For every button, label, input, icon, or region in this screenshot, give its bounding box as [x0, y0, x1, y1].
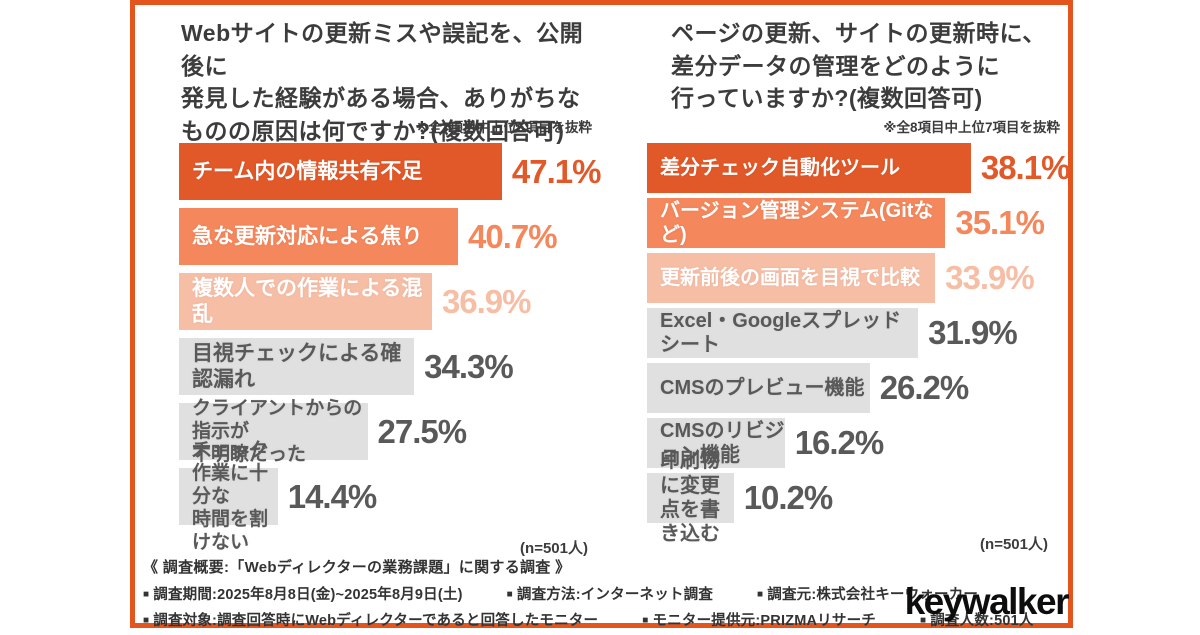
survey-detail-item: ■ 調査元:株式会社キーウォーカー	[757, 583, 978, 604]
chart-right: ページの更新、サイトの更新時に、 差分データの管理をどのように 行っていますか?…	[647, 5, 1072, 623]
survey-detail-text: 調査元:株式会社キーウォーカー	[767, 587, 979, 603]
title-line: 発見した経験がある場合、ありがちな	[181, 85, 581, 111]
bar-value: 26.2%	[879, 369, 970, 406]
bar-label: 急な更新対応による焦り	[192, 224, 423, 248]
title-line: 行っていますか?(複数回答可)	[671, 85, 983, 111]
bar-row: CMSのプレビュー機能 26.2%	[647, 363, 1072, 413]
bar-label: CMSのプレビュー機能	[660, 376, 865, 399]
bar-row: 急な更新対応による焦り 40.7%	[179, 208, 604, 265]
bar-value: 31.9%	[928, 314, 1018, 351]
bar-value: 27.5%	[377, 412, 468, 450]
bar: CMSのプレビュー機能	[647, 363, 870, 413]
bar-label: 印刷物に変更点を書き込む	[660, 450, 720, 546]
survey-summary-footer: 《 調査概要:「Webディレクターの業務課題」に関する調査 》 ■ 調査期間:20…	[143, 556, 1068, 635]
bar: 差分チェック自動化ツール	[647, 143, 971, 193]
survey-detail-text: 調査対象:調査回答時にWebディレクターであると回答したモニター	[153, 613, 599, 629]
chart-left-bars: チーム内の情報共有不足 47.1% 急な更新対応による焦り 40.7% 複数人での作業に…	[179, 143, 604, 553]
chart-left-note: ※全7項目中上位6項目を抜粋	[415, 120, 592, 135]
survey-detail-item: ■ モニター提供元:PRIZMAリサーチ	[642, 609, 876, 630]
bar-value: 34.3%	[424, 347, 514, 385]
bar-row: 差分チェック自動化ツール 38.1%	[647, 143, 1072, 193]
survey-summary-title: 《 調査概要:「Webディレクターの業務課題」に関する調査 》	[143, 559, 571, 576]
chart-left-sample-size: (n=501人)	[520, 540, 588, 557]
infographic-frame: Webサイトの更新ミスや誤記を、公開後に 発見した経験がある場合、ありがちな も…	[130, 0, 1073, 629]
bar: 印刷物に変更点を書き込む	[647, 450, 734, 545]
bar-row: クライアントからの指示が 不明瞭だった 27.5%	[179, 398, 604, 465]
bar-value: 35.1%	[955, 204, 1045, 241]
bar-label: CMSのリビジョン機能	[660, 419, 785, 466]
bar-label: 複数人での作業による混乱	[192, 276, 423, 326]
bar-value: 33.9%	[945, 259, 1035, 296]
bar: 更新前後の画面を目視で比較	[647, 253, 936, 303]
survey-details-line-1: ■ 調査期間:2025年8月8日(金)~2025年8月9日(土) ■ 調査方法:インタ…	[143, 583, 1068, 604]
survey-detail-text: 調査人数:501人	[930, 613, 1034, 629]
chart-left: Webサイトの更新ミスや誤記を、公開後に 発見した経験がある場合、ありがちな も…	[179, 5, 604, 623]
bar: クライアントからの指示が 不明瞭だった	[179, 398, 368, 465]
title-line: Webサイトの更新ミスや誤記を、公開後に	[181, 20, 584, 79]
bar: Excel・Googleスプレッドシート	[647, 308, 919, 358]
survey-detail-text: 調査方法:インターネット調査	[516, 587, 714, 603]
title-line: 差分データの管理をどのように	[671, 52, 1000, 79]
bar-label: チェック作業に十分な 時間を割けない	[192, 439, 269, 554]
bar-value: 40.7%	[467, 217, 558, 255]
bar: 複数人での作業による混乱	[179, 273, 432, 330]
chart-right-sample-size: (n=501人)	[980, 536, 1048, 553]
survey-detail-item: ■ 調査対象:調査回答時にWebディレクターであると回答したモニター	[143, 609, 598, 630]
bar-value: 10.2%	[743, 479, 834, 516]
bar-label: 目視チェックによる確認漏れ	[192, 341, 402, 391]
bar: チーム内の情報共有不足	[179, 143, 502, 200]
bar-row: バージョン管理システム(Gitなど) 35.1%	[647, 198, 1072, 248]
bullet-icon: ■	[919, 614, 927, 626]
bar-row: 印刷物に変更点を書き込む 10.2%	[647, 450, 1072, 545]
survey-detail-item: ■ 調査方法:インターネット調査	[507, 583, 713, 604]
bullet-icon: ■	[143, 614, 150, 626]
bar-label: クライアントからの指示が 不明瞭だった	[192, 397, 363, 466]
bar: 急な更新対応による焦り	[179, 208, 458, 265]
title-line: ページの更新、サイトの更新時に、	[671, 20, 1046, 46]
keywalker-logo: keywalker	[904, 581, 1070, 622]
survey-detail-item: ■ 調査期間:2025年8月8日(金)~2025年8月9日(土)	[143, 583, 463, 604]
bar-label: Excel・Googleスプレッドシート	[660, 309, 902, 356]
bar: 目視チェックによる確認漏れ	[179, 338, 415, 395]
bar-label: バージョン管理システム(Gitなど)	[660, 199, 934, 246]
bar-row: チーム内の情報共有不足 47.1%	[179, 143, 604, 200]
chart-right-note: ※全8項目中上位7項目を抜粋	[883, 120, 1060, 135]
bar: バージョン管理システム(Gitなど)	[647, 198, 946, 248]
chart-left-title: Webサイトの更新ミスや誤記を、公開後に 発見した経験がある場合、ありがちな も…	[181, 17, 604, 147]
bar-row: 複数人での作業による混乱 36.9%	[179, 273, 604, 330]
bar-value: 16.2%	[794, 424, 885, 461]
bar-label: 差分チェック自動化ツール	[660, 156, 900, 179]
bar-row: 更新前後の画面を目視で比較 33.9%	[647, 253, 1072, 303]
bar-value: 38.1%	[980, 149, 1071, 186]
bar: チェック作業に十分な 時間を割けない	[179, 440, 278, 553]
bullet-icon: ■	[143, 588, 150, 600]
bullet-icon: ■	[642, 614, 649, 626]
bar-row: 目視チェックによる確認漏れ 34.3%	[179, 338, 604, 395]
chart-right-title: ページの更新、サイトの更新時に、 差分データの管理をどのように 行っていますか?…	[649, 17, 1072, 115]
survey-detail-item: ■ 調査人数:501人	[920, 609, 1034, 630]
bar-value: 47.1%	[511, 152, 602, 190]
bullet-icon: ■	[506, 588, 513, 600]
survey-detail-text: モニター提供元:PRIZMAリサーチ	[652, 613, 876, 629]
bar-value: 36.9%	[441, 282, 532, 320]
bullet-icon: ■	[757, 588, 764, 600]
bar-label: 更新前後の画面を目視で比較	[660, 266, 920, 289]
survey-detail-text: 調査期間:2025年8月8日(金)~2025年8月9日(土)	[153, 587, 463, 603]
bar-label: チーム内の情報共有不足	[192, 159, 423, 183]
survey-details-line-2: ■ 調査対象:調査回答時にWebディレクターであると回答したモニター ■ モニター提供…	[143, 609, 1068, 630]
chart-right-bars: 差分チェック自動化ツール 38.1% バージョン管理システム(Gitなど) 35.1%…	[647, 143, 1072, 545]
bar: CMSのリビジョン機能	[647, 418, 785, 468]
bar-row: チェック作業に十分な 時間を割けない 14.4%	[179, 440, 604, 553]
bar-row: Excel・Googleスプレッドシート 31.9%	[647, 308, 1072, 358]
title-line: ものの原因は何ですか?(複数回答可)	[181, 117, 565, 144]
bar-row: CMSのリビジョン機能 16.2%	[647, 418, 1072, 468]
bar-value: 14.4%	[287, 477, 378, 515]
